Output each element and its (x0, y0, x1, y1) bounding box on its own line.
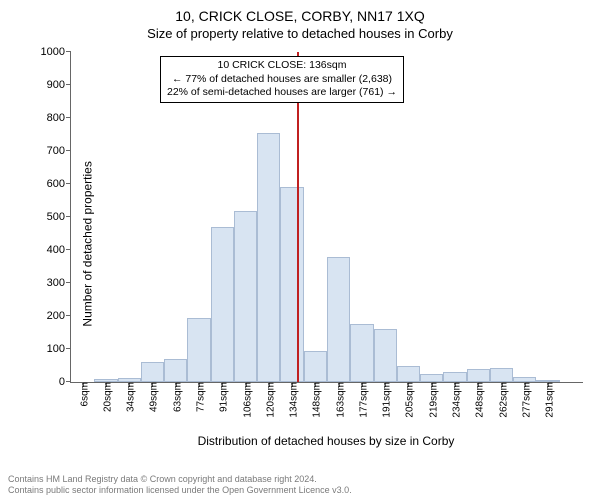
histogram-bar (164, 359, 187, 382)
histogram-bar (211, 227, 234, 382)
x-tick-label: 6sqm (75, 382, 90, 406)
y-tick-label: 800 (47, 112, 71, 124)
histogram-bar (467, 369, 490, 382)
x-axis-label: Distribution of detached houses by size … (70, 434, 582, 448)
y-tick-label: 300 (47, 277, 71, 289)
x-tick-label: 205sqm (401, 382, 416, 418)
y-axis-label: Number of detached properties (81, 161, 95, 326)
y-tick-label: 0 (59, 376, 71, 388)
x-tick-label: 91sqm (215, 382, 230, 412)
x-tick-label: 234sqm (448, 382, 463, 418)
chart-title: 10, CRICK CLOSE, CORBY, NN17 1XQ (0, 0, 600, 24)
x-tick-label: 134sqm (285, 382, 300, 418)
histogram-bar (280, 187, 303, 382)
annotation-line3: 22% of semi-detached houses are larger (… (167, 86, 397, 100)
histogram-bar (234, 211, 257, 382)
x-tick-label: 106sqm (238, 382, 253, 418)
histogram-bar (397, 366, 420, 382)
x-tick-label: 219sqm (424, 382, 439, 418)
x-tick-label: 77sqm (192, 382, 207, 412)
chart-subtitle: Size of property relative to detached ho… (0, 24, 600, 41)
x-tick-label: 63sqm (168, 382, 183, 412)
y-tick-label: 600 (47, 178, 71, 190)
y-tick-label: 200 (47, 310, 71, 322)
credits: Contains HM Land Registry data © Crown c… (8, 474, 352, 497)
x-tick-label: 49sqm (145, 382, 160, 412)
x-tick-label: 262sqm (494, 382, 509, 418)
credits-line2: Contains public sector information licen… (8, 485, 352, 496)
x-tick-label: 277sqm (517, 382, 532, 418)
y-tick-mark (66, 315, 71, 316)
y-tick-label: 100 (47, 343, 71, 355)
annotation-line1: 10 CRICK CLOSE: 136sqm (167, 59, 397, 73)
y-tick-mark (66, 381, 71, 382)
y-tick-label: 700 (47, 145, 71, 157)
x-tick-label: 177sqm (354, 382, 369, 418)
y-tick-mark (66, 84, 71, 85)
y-tick-mark (66, 249, 71, 250)
annotation-box: 10 CRICK CLOSE: 136sqm ← 77% of detached… (160, 56, 404, 103)
y-tick-mark (66, 282, 71, 283)
annotation-line2: ← 77% of detached houses are smaller (2,… (167, 73, 397, 87)
y-tick-mark (66, 150, 71, 151)
x-tick-label: 291sqm (541, 382, 556, 418)
x-tick-label: 34sqm (122, 382, 137, 412)
histogram-bar (420, 374, 443, 382)
x-tick-label: 120sqm (261, 382, 276, 418)
histogram-bar (443, 372, 466, 382)
histogram-bar (327, 257, 350, 382)
histogram-bar (490, 368, 513, 382)
histogram-bar (374, 329, 397, 382)
x-tick-label: 163sqm (331, 382, 346, 418)
credits-line1: Contains HM Land Registry data © Crown c… (8, 474, 352, 485)
histogram-bar (187, 318, 210, 382)
histogram-bar (350, 324, 373, 382)
y-tick-mark (66, 183, 71, 184)
y-tick-mark (66, 348, 71, 349)
y-tick-label: 400 (47, 244, 71, 256)
histogram-bar (257, 133, 280, 382)
x-tick-label: 20sqm (98, 382, 113, 412)
y-tick-label: 500 (47, 211, 71, 223)
y-tick-mark (66, 216, 71, 217)
x-tick-label: 148sqm (308, 382, 323, 418)
histogram-bar (141, 362, 164, 382)
y-tick-mark (66, 51, 71, 52)
y-tick-label: 1000 (41, 46, 71, 58)
y-tick-label: 900 (47, 79, 71, 91)
x-tick-label: 191sqm (378, 382, 393, 418)
histogram-bar (304, 351, 327, 382)
x-tick-label: 248sqm (471, 382, 486, 418)
y-tick-mark (66, 117, 71, 118)
